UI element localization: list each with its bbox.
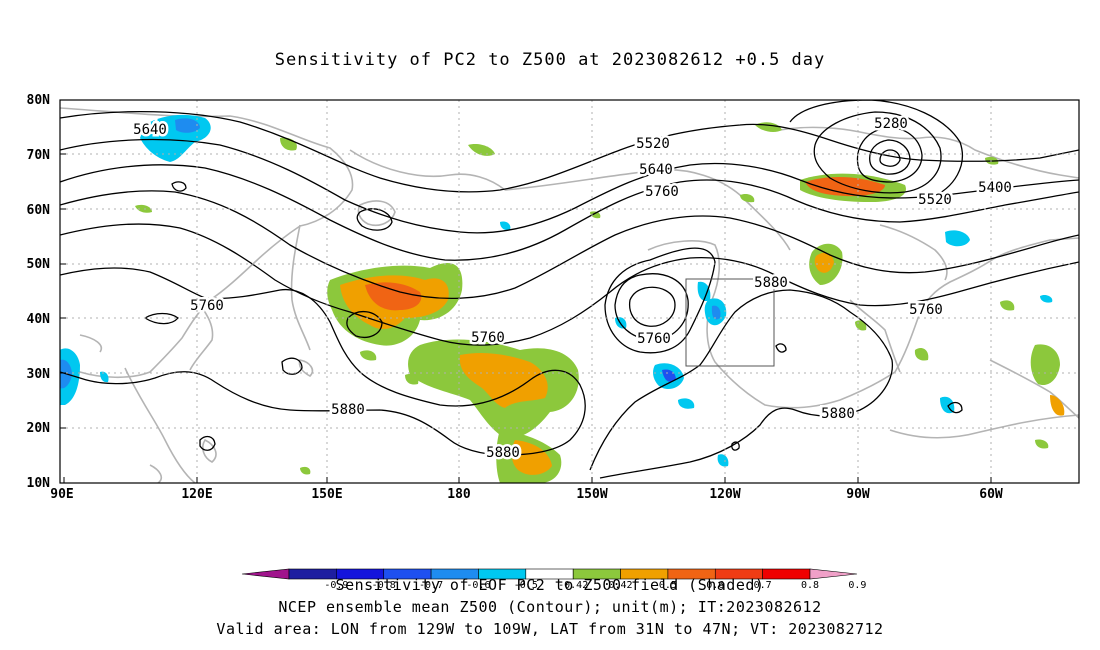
lat-label: 50N xyxy=(27,257,51,272)
lat-label: 70N xyxy=(27,148,51,163)
contour-label: 5760 xyxy=(637,331,671,347)
lat-label: 40N xyxy=(27,312,51,327)
lon-label: 90E xyxy=(50,487,73,502)
colorbar-tick-label: -0.6 xyxy=(466,580,490,591)
contour-label: 5280 xyxy=(874,116,908,132)
lon-label: 180 xyxy=(447,487,471,502)
contour-label: 5520 xyxy=(918,192,952,208)
colorbar-tick-label: 0.42 xyxy=(608,580,632,591)
latitude-labels: 80N 70N 60N 50N 40N 30N 20N 10N xyxy=(27,93,51,491)
caption-line-contour: NCEP ensemble mean Z500 (Contour); unit(… xyxy=(278,598,822,616)
contour-label: 5760 xyxy=(645,184,679,200)
lon-label: 120E xyxy=(181,487,212,502)
coastlines xyxy=(60,107,1079,483)
colorbar: -0.9 -0.8 -0.7 -0.6 -0.5 -0.42 0.42 0.5 0.6 0.7 0.… xyxy=(241,568,866,591)
colorbar-tick-label: -0.7 xyxy=(419,580,443,591)
lon-label: 150W xyxy=(576,487,607,502)
contour-labels: 5640 5520 5640 5760 5280 5400 5520 5880 … xyxy=(131,114,1015,464)
colorbar-tick-label: -0.8 xyxy=(372,580,396,591)
lon-label: 150E xyxy=(311,487,342,502)
lat-label: 60N xyxy=(27,203,51,218)
lat-label: 10N xyxy=(27,476,51,491)
lon-label: 60W xyxy=(979,487,1003,502)
lat-label: 30N xyxy=(27,367,51,382)
contour-label: 5880 xyxy=(754,275,788,291)
caption-line-shading: Sensitivity of EOF PC2 to Z500 field (Sh… xyxy=(335,576,765,594)
axis-ticks xyxy=(60,99,992,484)
chart-title: Sensitivity of PC2 to Z500 at 2023082612… xyxy=(274,50,826,70)
lon-label: 120W xyxy=(709,487,740,502)
contour-label: 5640 xyxy=(133,122,167,138)
colorbar-tick-label: -0.42 xyxy=(558,580,588,591)
lon-label: 90W xyxy=(846,487,870,502)
colorbar-tick-label: 0.6 xyxy=(706,580,724,591)
colorbar-cells xyxy=(288,568,811,580)
lat-label: 20N xyxy=(27,421,51,436)
z500-contours xyxy=(60,100,1079,479)
colorbar-tick-label: -0.9 xyxy=(324,580,348,591)
colorbar-tick-labels: -0.9 -0.8 -0.7 -0.6 -0.5 -0.42 0.42 0.5 0.6 0.7 0.… xyxy=(324,580,866,591)
map-plot-area: 5640 5520 5640 5760 5280 5400 5520 5880 … xyxy=(60,100,1079,483)
lat-label: 80N xyxy=(27,93,51,108)
contour-label: 5880 xyxy=(486,445,520,461)
contour-label: 5520 xyxy=(636,136,670,152)
colorbar-tick-label: 0.7 xyxy=(754,580,772,591)
plot-frame xyxy=(59,99,1080,484)
colorbar-tick-label: 0.9 xyxy=(848,580,866,591)
colorbar-tick-label: 0.5 xyxy=(659,580,677,591)
contour-label: 5760 xyxy=(909,302,943,318)
colorbar-right-arrow xyxy=(809,568,858,580)
longitude-labels: 90E 120E 150E 180 150W 120W 90W 60W xyxy=(50,487,1003,502)
contour-label: 5880 xyxy=(331,402,365,418)
colorbar-tick-label: -0.5 xyxy=(514,580,538,591)
caption-line-valid-area: Valid area: LON from 129W to 109W, LAT f… xyxy=(216,620,884,638)
valid-area-box xyxy=(685,278,775,367)
shading-negative xyxy=(60,114,1053,467)
contour-label: 5760 xyxy=(190,298,224,314)
colorbar-tick-label: 0.8 xyxy=(801,580,819,591)
graticule xyxy=(60,100,1079,483)
contour-label: 5400 xyxy=(978,180,1012,196)
contour-label: 5760 xyxy=(471,330,505,346)
contour-label: 5880 xyxy=(821,406,855,422)
contour-label: 5640 xyxy=(639,162,673,178)
